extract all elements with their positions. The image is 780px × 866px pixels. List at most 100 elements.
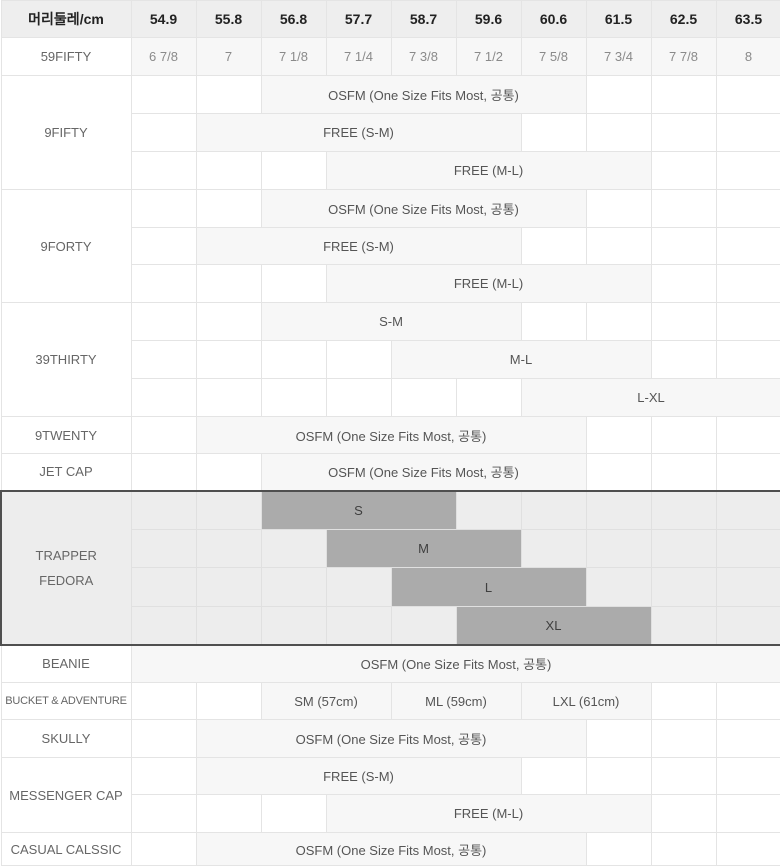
trapper-label-line2: FEDORA: [39, 572, 94, 588]
empty-cell: [715, 340, 780, 379]
highlight-size-cell: M: [325, 529, 522, 568]
empty-cell: [130, 416, 197, 454]
empty-cell: [715, 794, 780, 833]
empty-cell: [650, 264, 717, 303]
empty-cell: [260, 794, 327, 833]
row-trapper-l: L: [1, 567, 780, 607]
header-row: 머리둘레/cm 54.9 55.8 56.8 57.7 58.7 59.6 60…: [0, 0, 780, 38]
empty-cell: [715, 682, 780, 720]
empty-cell: [195, 264, 262, 303]
size-range-cell: SM (57cm): [260, 682, 392, 720]
empty-cell: [130, 719, 197, 758]
row-beanie: BEANIE OSFM (One Size Fits Most, 공통): [0, 644, 780, 683]
row-39thirty-sm: 39THIRTY S-M: [0, 302, 780, 417]
empty-cell: [520, 227, 587, 265]
column-header: 61.5: [585, 0, 652, 38]
empty-cell: [650, 832, 717, 866]
empty-cell: [520, 302, 587, 341]
empty-cell: [650, 719, 717, 758]
empty-cell: [650, 75, 717, 114]
empty-cell: [130, 606, 197, 645]
empty-cell: [650, 302, 717, 341]
empty-cell: [715, 227, 780, 265]
empty-cell: [715, 490, 780, 530]
empty-cell: [195, 302, 262, 341]
empty-cell: [585, 567, 652, 607]
row-9forty-osfm: 9FORTY OSFM (One Size Fits Most, 공통): [0, 189, 780, 303]
empty-cell: [585, 757, 652, 795]
row-messenger-free-ml: FREE (M-L): [1, 794, 780, 833]
size-range-cell: FREE (M-L): [325, 794, 652, 833]
size-range-cell: OSFM (One Size Fits Most, 공통): [195, 719, 587, 758]
empty-cell: [715, 416, 780, 454]
size-range-cell: OSFM (One Size Fits Most, 공통): [260, 189, 587, 228]
empty-cell: [390, 378, 457, 417]
empty-cell: [585, 416, 652, 454]
empty-cell: [650, 340, 717, 379]
empty-cell: [130, 453, 197, 491]
empty-cell: [455, 378, 522, 417]
size-value-cell: 7 7/8: [650, 37, 717, 76]
empty-cell: [715, 606, 780, 645]
empty-cell: [715, 302, 780, 341]
empty-cell: [130, 529, 197, 568]
empty-cell: [130, 832, 197, 866]
empty-cell: [585, 113, 652, 152]
empty-cell: [715, 567, 780, 607]
empty-cell: [650, 682, 717, 720]
empty-cell: [650, 189, 717, 228]
row-9forty-free-sm: FREE (S-M): [1, 227, 780, 265]
empty-cell: [130, 227, 197, 265]
size-value-cell: 7 3/8: [390, 37, 457, 76]
row-label-9forty: 9FORTY: [0, 189, 132, 303]
empty-cell: [195, 151, 262, 190]
highlight-size-cell: S: [260, 490, 457, 530]
empty-cell: [455, 490, 522, 530]
row-39thirty-lxl: L-XL: [1, 378, 780, 417]
row-9twenty: 9TWENTY OSFM (One Size Fits Most, 공통): [0, 416, 780, 454]
empty-cell: [325, 567, 392, 607]
size-range-cell: M-L: [390, 340, 652, 379]
column-header: 58.7: [390, 0, 457, 38]
empty-cell: [650, 567, 717, 607]
header-circumference-label: 머리둘레/cm: [0, 0, 132, 38]
size-range-cell: LXL (61cm): [520, 682, 652, 720]
empty-cell: [130, 264, 197, 303]
empty-cell: [650, 606, 717, 645]
row-9fifty-free-ml: FREE (M-L): [1, 151, 780, 190]
size-value-cell: 8: [715, 37, 780, 76]
empty-cell: [195, 189, 262, 228]
empty-cell: [715, 189, 780, 228]
row-label-trapper-fedora: TRAPPER FEDORA: [0, 490, 132, 645]
row-bucket-adventure: BUCKET & ADVENTURE SM (57cm) ML (59cm) L…: [0, 682, 780, 720]
row-trapper-xl: XL: [1, 606, 780, 645]
empty-cell: [195, 794, 262, 833]
row-label-skully: SKULLY: [0, 719, 132, 758]
empty-cell: [520, 757, 587, 795]
empty-cell: [715, 529, 780, 568]
empty-cell: [260, 567, 327, 607]
row-label-jet-cap: JET CAP: [0, 453, 132, 491]
size-range-cell: FREE (S-M): [195, 113, 522, 152]
empty-cell: [715, 719, 780, 758]
empty-cell: [585, 719, 652, 758]
empty-cell: [520, 529, 587, 568]
empty-cell: [520, 113, 587, 152]
size-range-cell: S-M: [260, 302, 522, 341]
size-range-cell: FREE (M-L): [325, 151, 652, 190]
row-jet-cap: JET CAP OSFM (One Size Fits Most, 공통): [0, 453, 780, 491]
empty-cell: [130, 567, 197, 607]
row-59fifty: 59FIFTY 6 7/8 7 7 1/8 7 1/4 7 3/8 7 1/2 …: [0, 37, 780, 76]
empty-cell: [260, 264, 327, 303]
empty-cell: [585, 189, 652, 228]
empty-cell: [585, 227, 652, 265]
size-range-cell: FREE (S-M): [195, 757, 522, 795]
empty-cell: [715, 757, 780, 795]
empty-cell: [195, 682, 262, 720]
empty-cell: [585, 490, 652, 530]
size-value-cell: 7 1/4: [325, 37, 392, 76]
column-header: 54.9: [130, 0, 197, 38]
empty-cell: [650, 227, 717, 265]
empty-cell: [130, 757, 197, 795]
